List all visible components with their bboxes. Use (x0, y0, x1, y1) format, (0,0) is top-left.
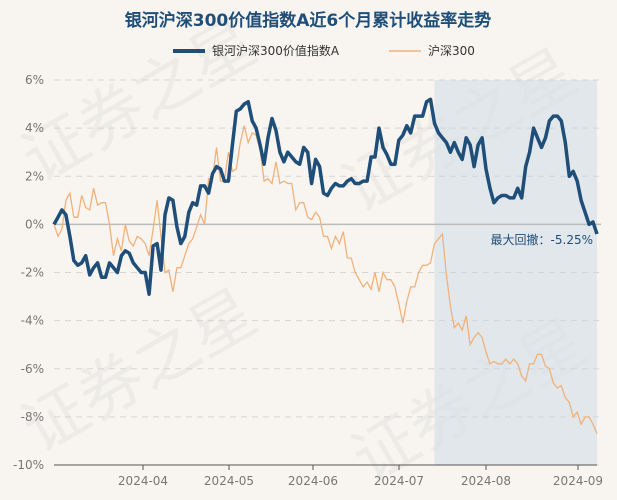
y-tick-label: -8% (21, 410, 44, 424)
x-tick-label: 2024-06 (288, 474, 338, 488)
max-drawdown-label: 最大回撤：-5.25% (491, 232, 593, 247)
x-tick-label: 2024-07 (374, 474, 424, 488)
x-axis: 2024-04 2024-05 2024-06 2024-07 2024-08 2024-… (54, 464, 603, 488)
y-tick-label: 2% (25, 169, 44, 183)
y-tick-label: 4% (25, 121, 44, 135)
chart-title: 银河沪深300价值指数A近6个月累计收益率走势 (125, 10, 491, 31)
x-tick-label: 2024-08 (461, 474, 511, 488)
x-tick-label: 2024-04 (118, 474, 168, 488)
y-tick-label: -10% (13, 458, 44, 472)
legend-label-fund: 银河沪深300价值指数A (212, 43, 340, 58)
series-line-index (53, 125, 598, 434)
y-tick-label: 6% (25, 73, 44, 87)
y-tick-label: -6% (21, 362, 44, 376)
y-axis: 6% 4% 2% 0% -2% -4% -6% -8% -10% (13, 73, 44, 472)
y-tick-label: 0% (25, 217, 44, 231)
legend: 银河沪深300价值指数A 沪深300 (173, 43, 475, 58)
y-tick-label: -2% (21, 266, 44, 280)
x-tick-label: 2024-05 (204, 474, 254, 488)
watermark-text: 证券之星 (10, 276, 269, 468)
x-tick-label: 2024-09 (553, 474, 603, 488)
series-line-fund (52, 97, 599, 296)
y-tick-label: -4% (21, 314, 44, 328)
legend-label-index: 沪深300 (428, 44, 475, 58)
